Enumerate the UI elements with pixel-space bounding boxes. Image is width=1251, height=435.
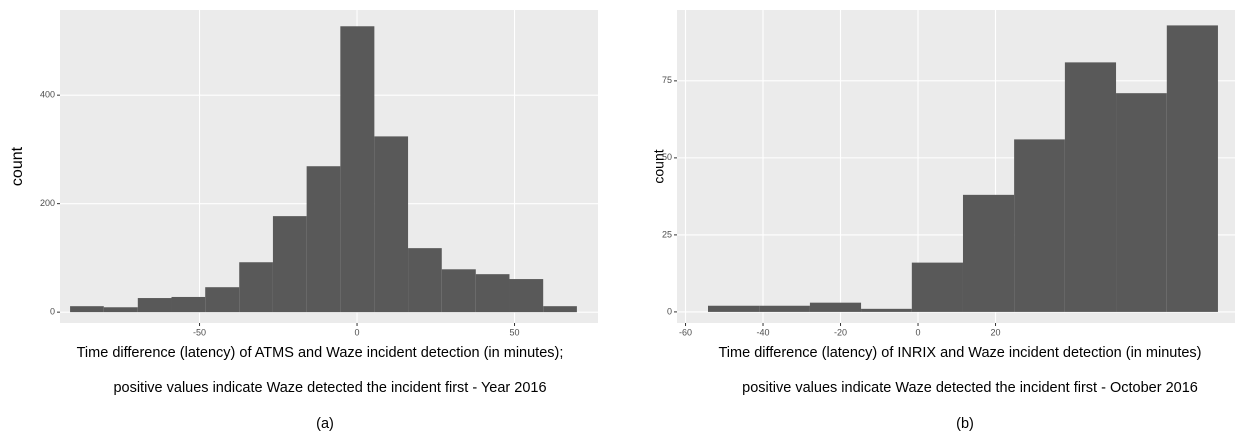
y-tick-label: 25 — [662, 229, 672, 239]
bar — [1166, 25, 1218, 312]
x-tick-label: -60 — [679, 327, 692, 337]
bar — [543, 306, 577, 313]
bar — [340, 26, 375, 313]
bar — [1116, 93, 1167, 312]
bar — [1014, 139, 1065, 312]
y-axis-label: count — [9, 146, 26, 186]
y-tick-label: 0 — [50, 307, 55, 317]
bar — [374, 136, 409, 313]
panel-label: (a) — [316, 416, 334, 432]
y-axis-label: count — [651, 149, 667, 183]
bar — [306, 166, 341, 313]
bar — [205, 287, 240, 313]
bar — [70, 306, 104, 313]
x-tick-label: 0 — [916, 327, 921, 337]
bar — [759, 305, 810, 312]
bar — [861, 308, 912, 312]
y-tick-label: 200 — [40, 198, 55, 208]
bar — [408, 248, 442, 313]
x-axis-label: Time difference (latency) of INRIX and W… — [718, 345, 1201, 361]
note: positive values indicate Waze detected t… — [113, 380, 546, 396]
bar — [911, 262, 963, 312]
y-tick-label: 50 — [662, 152, 672, 162]
x-tick-label: -40 — [757, 327, 770, 337]
bar — [103, 307, 138, 313]
x-tick-label: -20 — [834, 327, 847, 337]
bar — [272, 216, 307, 313]
y-tick-label: 75 — [662, 75, 672, 85]
bar — [441, 269, 476, 313]
bar — [239, 262, 273, 313]
panel-label: (b) — [956, 416, 974, 432]
bar — [509, 279, 544, 313]
x-tick-label: 0 — [355, 327, 360, 337]
y-tick-label: 400 — [40, 90, 55, 100]
x-tick-label: -50 — [193, 327, 206, 337]
bar — [137, 298, 172, 313]
bar — [1064, 62, 1117, 312]
bar — [708, 305, 760, 312]
bar — [475, 274, 510, 313]
x-tick-label: 20 — [991, 327, 1001, 337]
y-tick-label: 0 — [667, 306, 672, 316]
x-tick-label: 50 — [510, 327, 520, 337]
bar — [171, 296, 206, 313]
bar — [809, 302, 862, 312]
note: positive values indicate Waze detected t… — [742, 380, 1198, 396]
bar — [962, 194, 1015, 312]
x-axis-label: Time difference (latency) of ATMS and Wa… — [77, 345, 564, 361]
